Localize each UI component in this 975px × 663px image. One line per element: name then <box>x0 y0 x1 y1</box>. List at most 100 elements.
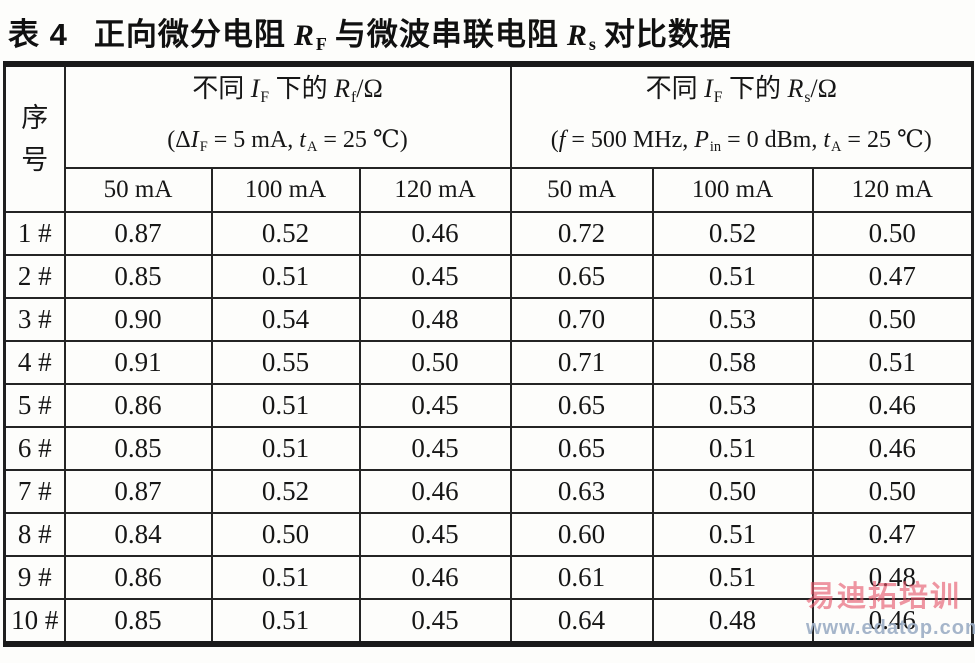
cell-rf-100: 0.51 <box>210 254 361 300</box>
col-rf-50ma: 50 mA <box>63 167 213 214</box>
table-row: 2 # 0.85 0.51 0.45 0.65 0.51 0.47 <box>3 254 974 300</box>
cell-rs-50: 0.70 <box>509 297 654 343</box>
table-number: 表 4 <box>8 17 68 52</box>
table-row: 8 # 0.84 0.50 0.45 0.60 0.51 0.47 <box>3 512 974 558</box>
cell-rf-100: 0.51 <box>210 426 361 472</box>
group-rf-title: 不同 IF 下的 Rf/Ω <box>192 74 383 107</box>
col-rs-50ma: 50 mA <box>509 167 654 214</box>
col-rf-100ma: 100 mA <box>210 167 361 214</box>
cell-rs-50: 0.60 <box>509 512 654 558</box>
cell-rs-100: 0.50 <box>651 469 814 515</box>
cell-rs-100: 0.52 <box>651 211 814 257</box>
cell-rs-50: 0.64 <box>509 598 654 646</box>
cell-rs-120: 0.48 <box>811 555 974 601</box>
cell-rs-100: 0.53 <box>651 383 814 429</box>
cell-rs-120: 0.50 <box>811 211 974 257</box>
cell-rs-120: 0.50 <box>811 469 974 515</box>
cell-rf-50: 0.85 <box>63 598 213 646</box>
cell-rf-100: 0.52 <box>210 469 361 515</box>
cell-rs-50: 0.71 <box>509 340 654 386</box>
cell-rs-120: 0.46 <box>811 598 974 646</box>
cell-rf-100: 0.51 <box>210 555 361 601</box>
cell-rs-120: 0.50 <box>811 297 974 343</box>
table-row: 7 # 0.87 0.52 0.46 0.63 0.50 0.50 <box>3 469 974 515</box>
subcolumn-header-row: 50 mA 100 mA 120 mA 50 mA 100 mA 120 mA <box>5 167 974 214</box>
cell-rf-120: 0.45 <box>358 254 512 300</box>
group-rs-conditions: (f = 500 MHz, Pin = 0 dBm, tA = 25 ℃) <box>550 127 932 156</box>
row-serial: 9 # <box>3 555 66 601</box>
cell-rs-120: 0.47 <box>811 512 974 558</box>
cell-rf-100: 0.52 <box>210 211 361 257</box>
symbol-rf: RF <box>293 19 327 55</box>
table-row: 10 # 0.85 0.51 0.45 0.64 0.48 0.46 <box>3 598 974 646</box>
cell-rf-100: 0.51 <box>210 383 361 429</box>
row-serial: 6 # <box>3 426 66 472</box>
cell-rf-50: 0.87 <box>63 469 213 515</box>
cell-rf-50: 0.91 <box>63 340 213 386</box>
group-header-rs: 不同 IF 下的 Rs/Ω (f = 500 MHz, Pin = 0 dBm,… <box>509 63 974 170</box>
cell-rf-50: 0.90 <box>63 297 213 343</box>
caption-text-3: 对比数据 <box>603 17 732 52</box>
cell-rs-50: 0.61 <box>509 555 654 601</box>
group-rs-title: 不同 IF 下的 Rs/Ω <box>645 74 837 107</box>
cell-rs-100: 0.51 <box>651 512 814 558</box>
row-serial: 4 # <box>3 340 66 386</box>
row-serial: 5 # <box>3 383 66 429</box>
cell-rf-120: 0.46 <box>358 469 512 515</box>
table-row: 3 # 0.90 0.54 0.48 0.70 0.53 0.50 <box>3 297 974 343</box>
symbol-rs: Rs <box>566 19 596 55</box>
row-serial: 1 # <box>3 211 66 257</box>
col-rf-120ma: 120 mA <box>358 167 512 214</box>
group-header-row: 序 号 不同 IF 下的 Rf/Ω (ΔIF = 5 mA, tA = 25 ℃… <box>3 63 974 214</box>
table-row: 1 # 0.87 0.52 0.46 0.72 0.52 0.50 <box>3 211 974 257</box>
cell-rf-50: 0.87 <box>63 211 213 257</box>
cell-rf-50: 0.85 <box>63 254 213 300</box>
cell-rs-50: 0.65 <box>509 383 654 429</box>
cell-rf-120: 0.48 <box>358 297 512 343</box>
caption-text-1: 正向微分电阻 <box>93 17 286 52</box>
table-row: 5 # 0.86 0.51 0.45 0.65 0.53 0.46 <box>3 383 974 429</box>
col-rs-120ma: 120 mA <box>811 167 974 214</box>
cell-rs-100: 0.48 <box>651 598 814 646</box>
cell-rs-50: 0.65 <box>509 254 654 300</box>
cell-rs-50: 0.65 <box>509 426 654 472</box>
row-serial: 3 # <box>3 297 66 343</box>
cell-rs-120: 0.46 <box>811 383 974 429</box>
cell-rf-120: 0.45 <box>358 383 512 429</box>
cell-rf-50: 0.86 <box>63 555 213 601</box>
row-serial: 7 # <box>3 469 66 515</box>
cell-rf-100: 0.55 <box>210 340 361 386</box>
cell-rf-100: 0.54 <box>210 297 361 343</box>
cell-rs-120: 0.47 <box>811 254 974 300</box>
cell-rf-50: 0.86 <box>63 383 213 429</box>
cell-rf-50: 0.85 <box>63 426 213 472</box>
cell-rs-120: 0.51 <box>811 340 974 386</box>
cell-rf-120: 0.45 <box>358 598 512 646</box>
cell-rf-120: 0.46 <box>358 211 512 257</box>
table-row: 9 # 0.86 0.51 0.46 0.61 0.51 0.48 <box>3 555 974 601</box>
cell-rs-100: 0.51 <box>651 254 814 300</box>
row-serial: 10 # <box>3 598 66 646</box>
cell-rs-100: 0.51 <box>651 426 814 472</box>
cell-rf-100: 0.51 <box>210 598 361 646</box>
row-serial: 2 # <box>3 254 66 300</box>
cell-rs-100: 0.53 <box>651 297 814 343</box>
cell-rs-100: 0.58 <box>651 340 814 386</box>
cell-rs-50: 0.72 <box>509 211 654 257</box>
table-caption: 表 4 正向微分电阻 RF 与微波串联电阻 Rs 对比数据 <box>0 0 975 55</box>
group-rf-conditions: (ΔIF = 5 mA, tA = 25 ℃) <box>167 127 408 156</box>
table-row: 6 # 0.85 0.51 0.45 0.65 0.51 0.46 <box>3 426 974 472</box>
cell-rf-120: 0.45 <box>358 426 512 472</box>
cell-rf-100: 0.50 <box>210 512 361 558</box>
col-rs-100ma: 100 mA <box>651 167 814 214</box>
cell-rf-120: 0.50 <box>358 340 512 386</box>
cell-rf-120: 0.45 <box>358 512 512 558</box>
cell-rs-50: 0.63 <box>509 469 654 515</box>
comparison-table: 序 号 不同 IF 下的 Rf/Ω (ΔIF = 5 mA, tA = 25 ℃… <box>3 61 975 648</box>
cell-rs-100: 0.51 <box>651 555 814 601</box>
serial-column-header: 序 号 <box>3 63 66 214</box>
cell-rf-50: 0.84 <box>63 512 213 558</box>
table-row: 4 # 0.91 0.55 0.50 0.71 0.58 0.51 <box>3 340 974 386</box>
group-header-rf: 不同 IF 下的 Rf/Ω (ΔIF = 5 mA, tA = 25 ℃) <box>63 63 512 170</box>
